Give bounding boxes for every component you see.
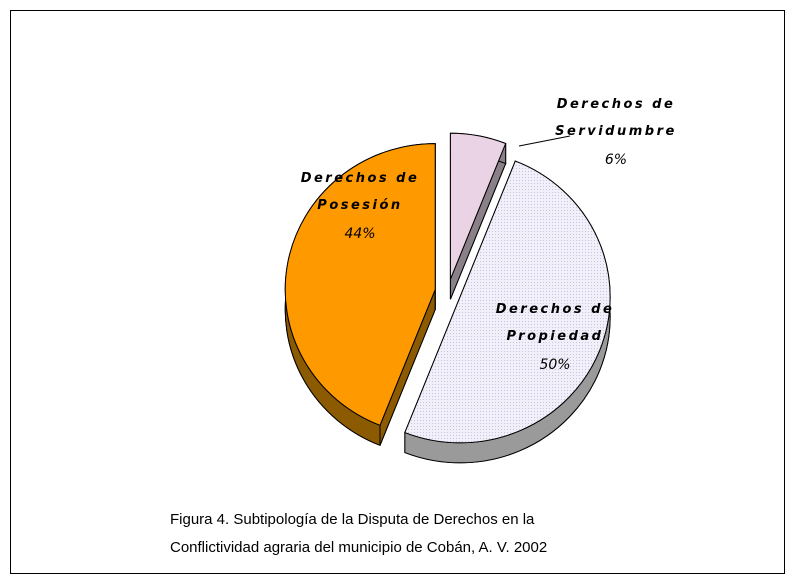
slice-label: Derechos de Posesión xyxy=(301,171,420,213)
label-line: Derechos de xyxy=(557,97,676,112)
pie-slice xyxy=(404,160,611,444)
label-line: Propiedad xyxy=(507,329,604,344)
value-label: 6% xyxy=(605,152,627,168)
label-line: Derechos de xyxy=(496,302,615,317)
leader-line xyxy=(518,135,571,147)
pie-slice xyxy=(284,143,436,426)
caption-line: Conflictividad agraria del municipio de … xyxy=(170,539,547,556)
slice-label: Derechos de Servidumbre xyxy=(555,97,677,139)
value-label: 50% xyxy=(539,357,570,373)
label-line: Posesión xyxy=(317,198,402,213)
caption-line: Figura 4. Subtipología de la Disputa de … xyxy=(170,511,535,528)
label-line: Servidumbre xyxy=(555,124,677,139)
slice-label: Derechos de Propiedad xyxy=(496,302,615,344)
label-line: Derechos de xyxy=(301,171,420,186)
value-label: 44% xyxy=(344,226,375,242)
pie-slice xyxy=(449,132,507,280)
